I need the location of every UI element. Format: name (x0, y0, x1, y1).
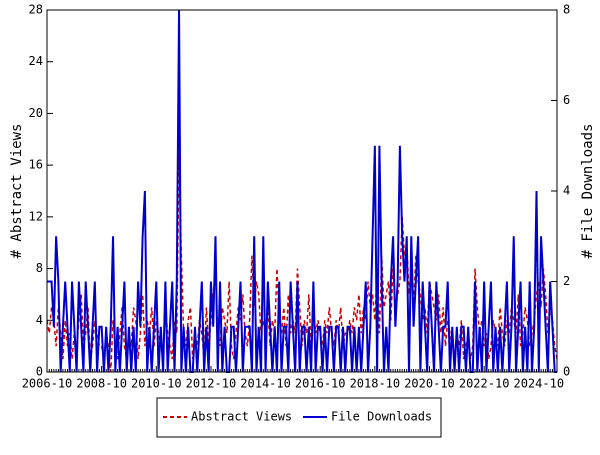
x-tick-label: 2018-10 (350, 377, 401, 391)
x-tick-label: 2012-10 (186, 377, 237, 391)
plot-frame (46, 9, 558, 373)
x-tick-label: 2006-10 (22, 377, 73, 391)
y2-tick-label: 0 (563, 365, 570, 379)
y2-axis-label: # File Downloads (580, 124, 596, 259)
x-tick-label: 2008-10 (76, 377, 127, 391)
x-tick-label: 2016-10 (295, 377, 346, 391)
y-tick-label: 0 (36, 365, 43, 379)
y-tick-label: 20 (29, 106, 43, 120)
y2-tick-label: 6 (563, 93, 570, 107)
legend-label: Abstract Views (191, 410, 292, 424)
x-tick-label: 2024-10 (513, 377, 564, 391)
x-tick-label: 2014-10 (240, 377, 291, 391)
y-tick-label: 28 (29, 3, 43, 17)
legend-box (156, 397, 442, 438)
y-tick-label: 24 (29, 54, 43, 68)
y2-tick-label: 4 (563, 184, 570, 198)
y-tick-label: 4 (36, 313, 43, 327)
legend-label: File Downloads (331, 410, 432, 424)
y2-tick-label: 2 (563, 274, 570, 288)
y-tick-label: 16 (29, 158, 43, 172)
y-axis-label: # Abstract Views (9, 124, 25, 259)
y-tick-label: 12 (29, 209, 43, 223)
y-tick-label: 8 (36, 261, 43, 275)
x-tick-label: 2022-10 (459, 377, 510, 391)
x-tick-label: 2010-10 (131, 377, 182, 391)
y2-tick-label: 8 (563, 3, 570, 17)
x-tick-label: 2020-10 (404, 377, 455, 391)
